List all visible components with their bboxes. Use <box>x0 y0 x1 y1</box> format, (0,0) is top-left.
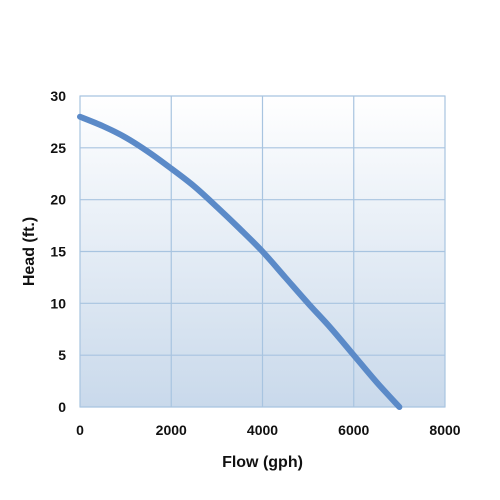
x-tick-label: 4000 <box>247 422 278 438</box>
x-axis-title: Flow (gph) <box>222 454 303 471</box>
y-axis-tick-labels: 0 5 10 15 20 25 30 <box>50 88 66 415</box>
y-tick-label: 0 <box>58 399 66 415</box>
x-axis-tick-labels: 0 2000 4000 6000 8000 <box>76 422 461 438</box>
x-tick-label: 2000 <box>156 422 187 438</box>
y-tick-label: 20 <box>50 192 66 208</box>
series-line <box>77 113 403 410</box>
y-axis-title: Head (ft.) <box>21 217 38 286</box>
x-tick-label: 0 <box>76 422 84 438</box>
x-tick-label: 6000 <box>338 422 369 438</box>
y-tick-label: 25 <box>50 140 66 156</box>
series-group <box>77 113 403 410</box>
y-tick-label: 30 <box>50 88 66 104</box>
y-tick-label: 15 <box>50 244 66 260</box>
x-tick-label: 8000 <box>429 422 460 438</box>
y-tick-label: 5 <box>58 347 66 363</box>
y-tick-label: 10 <box>50 295 66 311</box>
